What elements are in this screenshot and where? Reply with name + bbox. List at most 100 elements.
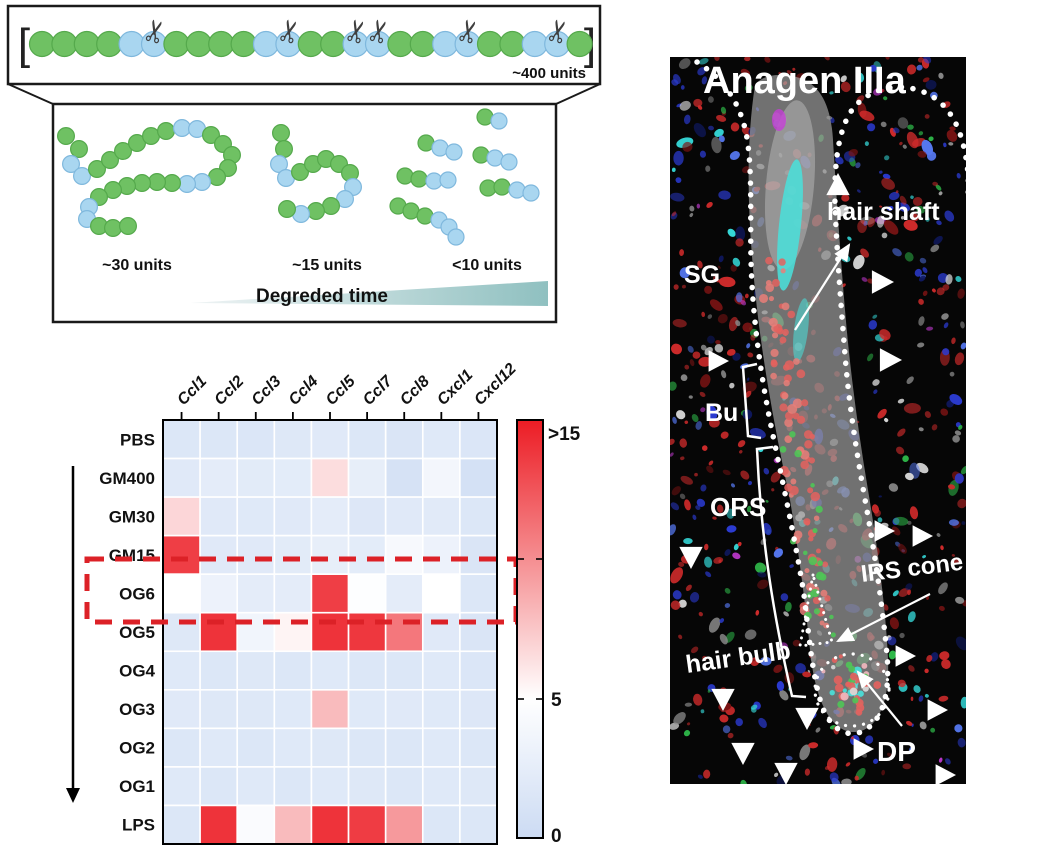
ors-red-cell [779, 336, 787, 344]
speckle [824, 765, 830, 770]
chain-bead [208, 30, 235, 58]
speckle [949, 126, 956, 131]
ors-red-cell [770, 348, 779, 358]
speckle [880, 89, 885, 93]
heatmap-cell [310, 573, 350, 614]
row-label: GM30 [109, 507, 155, 526]
bulb-cell [873, 681, 882, 689]
heatmap-cells [162, 419, 498, 845]
speckle [956, 172, 961, 179]
heatmap-cell [384, 496, 424, 537]
speckle [679, 438, 688, 448]
degradation-panel: [ ] ✂✂✂✂✂✂ ~400 units ~30 units ~15 unit… [6, 4, 602, 324]
heatmap-cell [199, 457, 239, 498]
speckle [946, 129, 958, 142]
speckle [770, 471, 781, 483]
row-label: PBS [120, 430, 155, 449]
heatmap-cell [384, 689, 424, 730]
speckle [874, 509, 881, 517]
speckle [955, 596, 965, 604]
ors-red-cell [808, 536, 814, 542]
speckle [785, 601, 792, 612]
speckle [921, 139, 934, 156]
speckle [802, 671, 812, 678]
speckle [808, 742, 819, 749]
speckle [757, 579, 769, 590]
speckle [670, 502, 680, 511]
speckle [912, 196, 923, 206]
heatmap-cell [236, 766, 276, 807]
speckle [907, 124, 914, 130]
bulb-cell [834, 683, 844, 693]
speckle [887, 752, 893, 758]
chain-bead [28, 30, 56, 58]
speckle [930, 727, 936, 733]
speckle [938, 191, 943, 196]
green-cell [779, 445, 787, 453]
speckle [829, 91, 834, 95]
speckle [680, 456, 685, 461]
speckle [957, 498, 966, 509]
speckle [746, 505, 752, 513]
speckle [780, 593, 789, 602]
speckle [735, 226, 746, 242]
speckle [685, 584, 692, 591]
ors-red-cell [776, 327, 784, 335]
chain-bead [566, 30, 593, 58]
speckle [914, 268, 922, 277]
speckle [922, 555, 926, 559]
speckle [754, 562, 767, 574]
heatmap-cell [310, 611, 350, 653]
fragment-bead-30u [178, 175, 197, 194]
speckle [730, 483, 736, 488]
ors-red-cell [810, 491, 821, 502]
speckle [892, 590, 899, 597]
speckle [702, 655, 708, 661]
speckle [824, 57, 830, 61]
heatmap-cell [459, 496, 498, 537]
speckle [703, 769, 711, 779]
speckle [712, 516, 717, 520]
fragment-bead-15u [275, 140, 294, 159]
polymer-chain: ✂ ✂ ✂✂ ✂ ✂ [28, 15, 593, 58]
speckle [807, 669, 811, 673]
fragment-bead-30u [118, 217, 137, 236]
heatmap-cell [236, 611, 276, 653]
speckle [906, 131, 919, 149]
ors-red-cell [804, 520, 810, 526]
heatmap-cell [347, 766, 387, 807]
green-cell [817, 560, 823, 567]
ors-red-cell [815, 548, 821, 554]
speckle [708, 125, 714, 131]
speckle [718, 190, 731, 200]
connector-line-left [7, 83, 54, 105]
ors-red-cell [784, 418, 793, 428]
speckle [678, 599, 687, 608]
heatmap-cell [421, 650, 461, 691]
speckle [851, 736, 854, 740]
heatmap-cell [421, 804, 461, 845]
speckle [670, 524, 677, 536]
speckle [693, 693, 703, 706]
speckle [700, 484, 707, 492]
colorbar-min-label: 0 [551, 826, 562, 847]
bu-label: Bu [705, 399, 738, 427]
speckle [948, 519, 959, 526]
speckle [938, 605, 945, 611]
speckle [872, 379, 880, 386]
speckle [898, 588, 910, 597]
row-label: OG4 [119, 662, 155, 681]
speckle [909, 745, 915, 753]
column-label: Ccl7 [360, 372, 397, 409]
speckle [928, 136, 934, 142]
speckle [879, 205, 883, 208]
speckle [867, 353, 874, 362]
speckle [695, 421, 702, 430]
speckle [718, 255, 724, 263]
speckle [926, 595, 930, 600]
speckle [747, 352, 754, 358]
speckle [688, 395, 693, 399]
speckle [732, 257, 741, 267]
heatmap-cell [273, 650, 313, 691]
